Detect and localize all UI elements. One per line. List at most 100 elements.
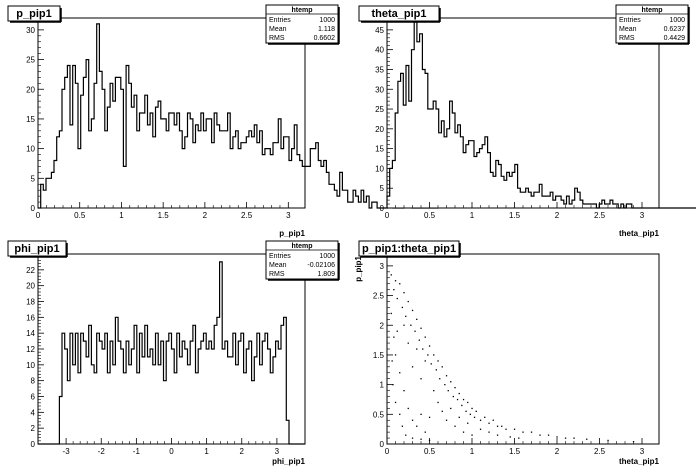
scatter-point <box>539 434 541 436</box>
scatter-point <box>458 416 460 418</box>
stats-value: 1.118 <box>318 26 335 33</box>
scatter-point <box>428 345 431 347</box>
y-tick-label: 20 <box>375 125 384 134</box>
scatter-point <box>454 387 456 389</box>
stats-box <box>265 240 339 280</box>
scatter-point <box>394 354 397 356</box>
histogram-line <box>38 23 439 209</box>
x-tick-label: 3 <box>640 447 645 456</box>
scatter-point <box>475 410 477 412</box>
stats-label: Entries <box>269 17 291 24</box>
scatter-point <box>393 289 395 291</box>
y-tick-label: 1.5 <box>373 351 385 360</box>
x-tick-label: 1.5 <box>158 211 170 220</box>
title-box <box>7 240 67 257</box>
scatter-point <box>410 324 412 326</box>
y-tick-label: 14 <box>26 329 35 338</box>
stats-value: 0.4429 <box>664 35 686 42</box>
stats-label: Mean <box>269 26 287 33</box>
histogram-bin <box>348 202 351 208</box>
scatter-point <box>403 390 405 392</box>
scatter-point <box>435 369 437 371</box>
scatter-point <box>462 398 465 401</box>
scatter-point <box>430 363 432 365</box>
chart-title: p_pip1 <box>16 8 51 20</box>
stats-label: RMS <box>269 35 285 42</box>
stats-label: Entries <box>269 253 291 260</box>
stats-label: RMS <box>269 271 285 278</box>
scatter-point <box>420 327 422 329</box>
y-tick-label: 40 <box>375 46 384 55</box>
x-tick-label: 3 <box>286 211 291 220</box>
x-tick-label: 2 <box>555 211 560 220</box>
scatter-point <box>424 431 426 433</box>
scatter-point <box>391 360 393 362</box>
histogram-bin <box>329 184 332 208</box>
scatter-point <box>407 407 409 410</box>
scatter-point <box>454 425 456 427</box>
plot-frame <box>386 253 660 445</box>
scatter-point <box>607 439 609 442</box>
scatter-point <box>471 407 473 410</box>
scatter-point <box>433 390 435 392</box>
scatter-point <box>403 324 405 326</box>
scatter-point <box>427 354 429 356</box>
chart-title: theta_pip1 <box>371 8 426 20</box>
scatter-point <box>484 416 486 418</box>
x-tick-label: -1 <box>133 447 141 456</box>
stats-label: Mean <box>619 26 637 33</box>
scatter-point <box>422 348 424 350</box>
stats-value: 0.6237 <box>664 26 686 33</box>
stats-value: -0.02106 <box>307 262 335 269</box>
scatter-point <box>501 425 503 427</box>
y-tick-label: 25 <box>26 56 35 65</box>
scatter-point <box>416 425 418 427</box>
scatter-point <box>467 401 469 404</box>
histogram-bin <box>358 202 361 208</box>
y-tick-label: 4 <box>31 408 36 417</box>
scatter-point <box>399 413 401 415</box>
scatter-point <box>469 413 471 415</box>
x-tick-label: 0.5 <box>424 211 436 220</box>
scatter-point <box>509 436 511 438</box>
scatter-point <box>450 407 452 410</box>
y-tick-label: 10 <box>375 164 384 173</box>
scatter-point <box>479 428 482 430</box>
y-tick-label: 0 <box>31 204 36 213</box>
scatter-point <box>403 292 405 294</box>
scatter-point <box>414 330 416 332</box>
scatter-point <box>465 410 467 412</box>
scatter-point <box>461 404 463 407</box>
y-tick-label: 25 <box>375 105 384 114</box>
scatter-point <box>405 434 407 436</box>
histogram-line <box>38 261 305 445</box>
scatter-point <box>420 378 422 380</box>
scatter-point <box>437 401 439 404</box>
scatter-point <box>393 336 395 338</box>
histogram-bin <box>364 202 367 208</box>
scatter-point <box>473 416 476 418</box>
scatter-point <box>573 437 575 439</box>
x-tick-label: 0 <box>385 211 390 220</box>
scatter-point <box>586 438 588 440</box>
chart-panel-4: 0 0.5 1 1.5 2 2.5 300.511.522.53theta_pip1p_pi… <box>354 240 660 466</box>
scatter-point <box>390 274 392 276</box>
stats-label: Entries <box>619 17 641 24</box>
x-tick-label: 2 <box>555 447 560 456</box>
scatter-point <box>447 390 449 392</box>
x-tick-label: 2.5 <box>594 211 606 220</box>
x-tick-label: 1 <box>119 211 124 220</box>
x-tick-label: 0 <box>36 211 41 220</box>
y-tick-label: 15 <box>375 145 384 154</box>
scatter-point <box>556 436 558 438</box>
y-tick-label: 22 <box>26 266 35 275</box>
scatter-point <box>488 431 490 433</box>
x-axis-title: theta_pip1 <box>619 229 660 238</box>
scatter-point <box>522 431 524 433</box>
y-tick-label: 12 <box>26 345 35 354</box>
scatter-point <box>411 366 414 368</box>
scatter-point <box>396 330 398 332</box>
y-tick-label: 2.5 <box>373 292 385 301</box>
stats-label: RMS <box>619 35 635 42</box>
